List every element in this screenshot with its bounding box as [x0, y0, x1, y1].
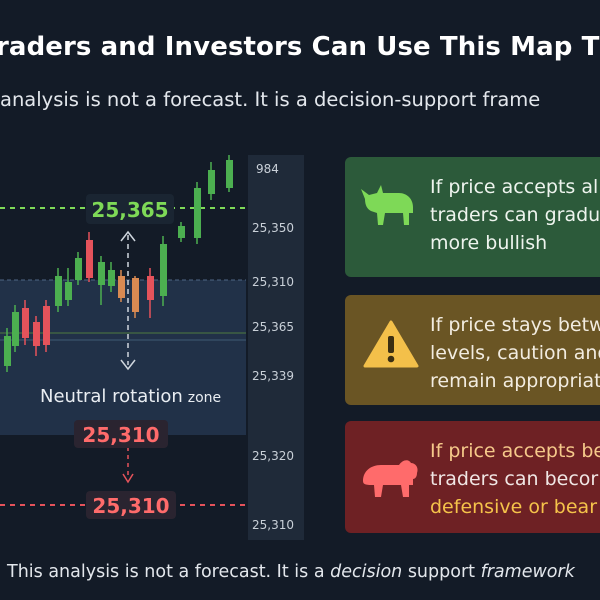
price-label-6: 25,320 — [252, 449, 294, 463]
footer-part-3: support — [402, 562, 481, 582]
price-label-4: 25,365 — [252, 320, 294, 334]
bull-card-text: If price accepts al traders can gradu mo… — [430, 173, 600, 257]
candle-body — [178, 226, 185, 238]
footer-part-2: decision — [330, 562, 403, 582]
price-label-1: 984 — [256, 162, 279, 176]
drop-arrow-icon — [122, 473, 134, 484]
candles — [4, 155, 233, 372]
candle-body — [226, 160, 233, 188]
caution-card-line-3: remain appropriat — [430, 370, 600, 392]
arrow-down-icon — [120, 359, 136, 371]
mid-callout-label: 25,310 — [82, 423, 159, 447]
candle-body — [43, 306, 50, 345]
zone-label: Neutral rotation zone — [40, 386, 221, 407]
candle-body — [208, 170, 215, 194]
candle-body — [33, 322, 40, 346]
lower-callout-label: 25,310 — [92, 494, 169, 518]
candle-body — [65, 282, 72, 300]
price-label-2: 25,350 — [252, 221, 294, 235]
caution-card-text: If price stays betw levels, caution and … — [430, 311, 600, 395]
mid-callout-box — [74, 420, 168, 448]
caution-card-line-2: levels, caution and — [430, 342, 600, 364]
candle-body — [22, 308, 29, 338]
zone-label-suffix: zone — [188, 390, 221, 406]
candle-body — [160, 244, 167, 296]
bull-card-line-3: more bullish — [430, 232, 548, 254]
price-axis-panel — [248, 155, 304, 540]
caution-card-line-1: If price stays betw — [430, 314, 600, 336]
bear-icon — [363, 460, 418, 497]
arrow-up-icon — [120, 230, 136, 242]
neutral-zone-band — [0, 280, 246, 435]
candle-body — [132, 278, 139, 312]
candle-body — [147, 276, 154, 300]
candle-body — [4, 336, 11, 366]
candle-body — [118, 276, 125, 298]
zone-label-main: Neutral rotation — [40, 386, 183, 407]
bear-card-line-2: traders can becor — [430, 468, 599, 490]
warning-icon — [363, 320, 419, 368]
lower-callout-box — [86, 491, 176, 519]
bear-scenario-card: If price accepts be traders can becor de… — [345, 421, 600, 533]
footer-part-1: This analysis is not a forecast. It is a — [7, 562, 331, 582]
footer-disclaimer: This analysis is not a forecast. It is a… — [7, 562, 575, 582]
price-chart: 25,365 25,310 25,310 Neutral rotation zon… — [0, 155, 304, 540]
bear-card-line-1: If price accepts be — [430, 440, 600, 462]
price-label-3: 25,310 — [252, 275, 294, 289]
caution-scenario-card: If price stays betw levels, caution and … — [345, 295, 600, 405]
upper-callout-label: 25,365 — [91, 198, 168, 222]
candle-body — [86, 240, 93, 278]
bull-scenario-card: If price accepts al traders can gradu mo… — [345, 157, 600, 277]
upper-callout-box — [86, 194, 174, 224]
price-label-5: 25,339 — [252, 369, 294, 383]
candle-body — [194, 188, 201, 238]
bull-card-line-1: If price accepts al — [430, 176, 599, 198]
candle-body — [55, 276, 62, 306]
bear-card-text: If price accepts be traders can becor de… — [430, 437, 600, 521]
price-label-7: 25,310 — [252, 518, 294, 532]
candle-body — [12, 312, 19, 346]
bull-card-line-2: traders can gradu — [430, 204, 600, 226]
bear-card-line-3: defensive or bear — [430, 496, 598, 518]
page-title: raders and Investors Can Use This Map T — [0, 32, 600, 62]
candle-body — [98, 262, 105, 285]
footer-part-4: framework — [480, 562, 575, 582]
bull-icon — [361, 185, 413, 225]
page-subtitle: analysis is not a forecast. It is a deci… — [0, 88, 541, 111]
candle-body — [75, 258, 82, 280]
candle-body — [108, 270, 115, 286]
